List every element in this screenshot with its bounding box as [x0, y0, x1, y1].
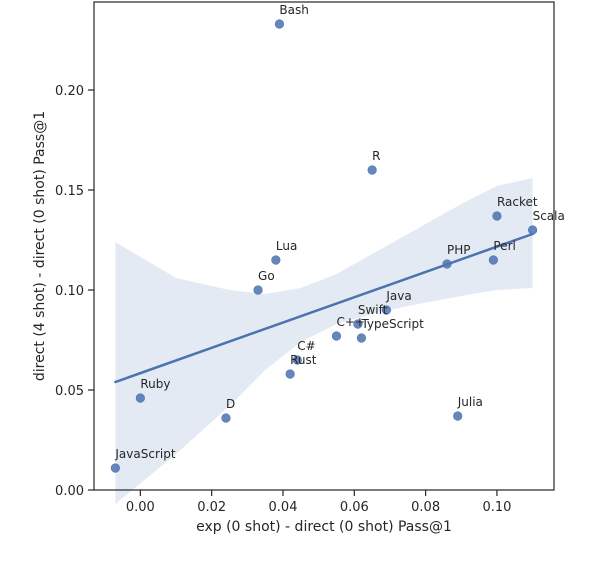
point-label: C++: [336, 315, 365, 329]
point-label: D: [226, 397, 235, 411]
data-point-julia: [453, 411, 463, 421]
data-point-c-: [292, 355, 302, 365]
point-label: C#: [297, 339, 315, 353]
point-label: Rust: [290, 353, 317, 367]
point-label: Racket: [497, 195, 538, 209]
point-label: Java: [385, 289, 411, 303]
data-point-go: [253, 285, 263, 295]
y-tick-label: 0.00: [55, 484, 84, 499]
data-point-rust: [285, 369, 295, 379]
data-point-typescript: [356, 333, 367, 343]
data-point-d: [221, 413, 231, 423]
point-label: Scala: [533, 209, 565, 223]
point-label: Ruby: [140, 377, 170, 391]
regression-line: [114, 232, 534, 384]
data-point-ruby: [135, 393, 145, 403]
point-label: TypeScript: [360, 317, 424, 331]
x-tick-label: 0.10: [482, 500, 511, 515]
x-tick-label: 0.08: [411, 500, 440, 515]
data-point-bash: [274, 19, 285, 29]
x-axis-label: exp (0 shot) - direct (0 shot) Pass@1: [196, 519, 452, 535]
data-point-scala: [528, 225, 538, 235]
point-label: JavaScript: [114, 447, 175, 461]
y-axis-ticks: 0.00 0.05 0.10 0.15 0.20: [55, 84, 94, 499]
data-points: [110, 19, 538, 473]
x-tick-label: 0.02: [197, 500, 226, 515]
y-tick-label: 0.20: [55, 84, 84, 99]
data-point-javascript: [110, 463, 120, 473]
point-label: Julia: [457, 395, 483, 409]
data-point-c-: [331, 331, 342, 341]
y-tick-label: 0.05: [55, 384, 84, 399]
y-axis-label: direct (4 shot) - direct (0 shot) Pass@1: [32, 111, 48, 381]
data-point-swift: [353, 319, 363, 329]
x-axis-ticks: 0.00 0.02 0.04 0.06 0.08 0.10: [126, 490, 511, 515]
data-point-java: [381, 305, 392, 315]
x-tick-label: 0.00: [126, 500, 155, 515]
confidence-band-area: [115, 178, 533, 504]
point-label: PHP: [447, 243, 471, 257]
point-label: Swift: [358, 303, 388, 317]
y-tick-label: 0.10: [55, 284, 84, 299]
point-label: R: [372, 149, 380, 163]
plot-frame: [93, 1, 555, 491]
y-tick-label: 0.15: [55, 184, 84, 199]
regression-fit-line: [114, 232, 534, 384]
data-point-lua: [271, 255, 281, 265]
point-label: Perl: [493, 239, 515, 253]
data-point-php: [442, 259, 452, 269]
data-point-racket: [492, 211, 502, 221]
data-point-perl: [488, 255, 498, 265]
confidence-band: [115, 178, 533, 504]
point-label: Go: [258, 269, 275, 283]
point-label: Bash: [279, 3, 308, 17]
x-tick-label: 0.04: [269, 500, 298, 515]
point-label: Lua: [276, 239, 297, 253]
x-tick-label: 0.06: [340, 500, 369, 515]
data-point-r: [367, 165, 377, 175]
